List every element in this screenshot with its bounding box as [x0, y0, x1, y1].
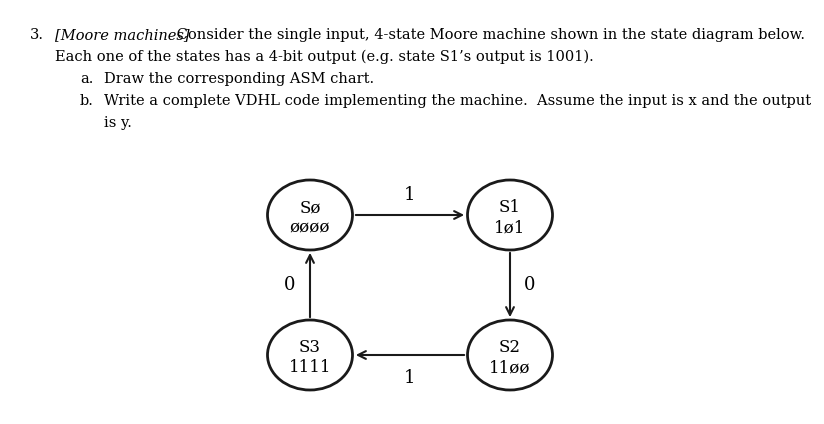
Text: 0: 0: [524, 276, 536, 294]
Text: b.: b.: [80, 94, 94, 108]
Text: Write a complete VDHL code implementing the machine.  Assume the input is x and : Write a complete VDHL code implementing …: [104, 94, 811, 108]
Text: Sø: Sø: [299, 200, 321, 217]
Text: S1: S1: [499, 200, 521, 217]
Text: øøøø: øøøø: [290, 219, 330, 236]
Ellipse shape: [268, 180, 353, 250]
Text: 0: 0: [284, 276, 296, 294]
Text: 1ø1: 1ø1: [494, 219, 526, 236]
Text: 11øø: 11øø: [489, 359, 531, 376]
Text: Each one of the states has a 4-bit output (e.g. state S1’s output is 1001).: Each one of the states has a 4-bit outpu…: [55, 50, 594, 64]
Text: 3.: 3.: [30, 28, 44, 42]
Text: S2: S2: [499, 340, 521, 357]
Text: 1: 1: [405, 186, 416, 204]
Text: 1: 1: [405, 369, 416, 387]
Text: Consider the single input, 4-state Moore machine shown in the state diagram belo: Consider the single input, 4-state Moore…: [172, 28, 805, 42]
Text: [Moore machines]: [Moore machines]: [55, 28, 190, 42]
Ellipse shape: [467, 320, 553, 390]
Text: Draw the corresponding ASM chart.: Draw the corresponding ASM chart.: [104, 72, 374, 86]
Ellipse shape: [268, 320, 353, 390]
Text: a.: a.: [80, 72, 93, 86]
Text: is y.: is y.: [104, 116, 132, 130]
Ellipse shape: [467, 180, 553, 250]
Text: 1111: 1111: [288, 359, 331, 376]
Text: S3: S3: [299, 340, 321, 357]
